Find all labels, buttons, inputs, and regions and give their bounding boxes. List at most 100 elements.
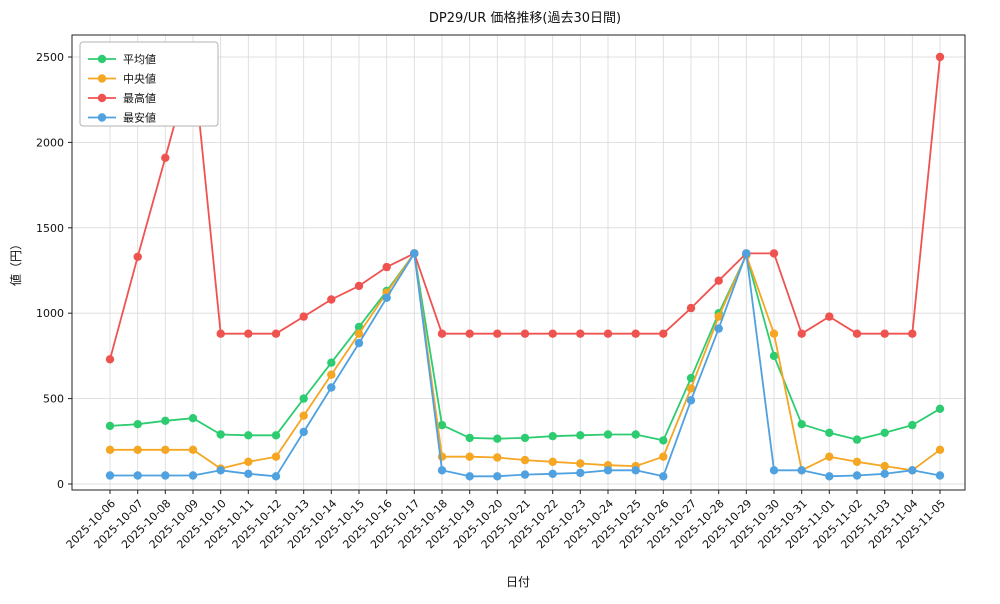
data-point-max	[659, 329, 668, 338]
data-point-average	[880, 428, 889, 437]
data-point-average	[161, 416, 170, 425]
data-point-median	[659, 452, 668, 461]
data-point-max	[714, 276, 723, 285]
data-point-min	[797, 466, 806, 475]
data-point-min	[742, 249, 751, 258]
data-point-min	[686, 396, 696, 405]
data-point-min	[133, 471, 142, 480]
data-point-max	[299, 312, 308, 321]
data-point-median	[825, 452, 834, 461]
data-point-median	[852, 457, 862, 466]
y-axis-label: 値（円）	[8, 238, 23, 286]
data-point-min	[852, 471, 862, 480]
data-point-min	[216, 466, 225, 475]
data-point-min	[354, 338, 364, 348]
data-point-max	[908, 329, 917, 338]
data-point-max	[852, 329, 862, 338]
data-point-median	[354, 329, 364, 338]
data-point-min	[908, 466, 917, 475]
data-point-max	[631, 329, 640, 338]
data-point-min	[659, 472, 668, 481]
legend-item-max: 最高値	[88, 91, 156, 105]
legend-marker-median	[97, 74, 107, 83]
data-point-min	[465, 472, 474, 481]
data-point-max	[244, 329, 253, 338]
data-point-max	[825, 312, 834, 321]
data-point-average	[133, 420, 142, 429]
legend-marker-min	[97, 113, 107, 122]
y-tick-label: 1500	[36, 222, 64, 235]
data-point-max	[271, 329, 281, 338]
data-point-median	[686, 384, 696, 393]
data-point-median	[493, 453, 502, 462]
data-point-min	[161, 471, 170, 480]
data-point-average	[908, 420, 917, 430]
data-point-max	[686, 303, 696, 313]
data-point-min	[520, 470, 530, 479]
chart-title: DP29/UR 価格推移(過去30日間)	[429, 10, 621, 26]
legend-item-average: 平均値	[88, 53, 156, 66]
data-point-max	[603, 329, 613, 338]
legend-item-min: 最安値	[88, 111, 156, 125]
data-point-min	[603, 466, 613, 475]
data-point-average	[465, 433, 474, 443]
data-point-average	[105, 421, 115, 431]
x-axis-label: 日付	[506, 575, 530, 589]
data-point-average	[244, 431, 253, 440]
data-point-max	[161, 153, 170, 162]
data-point-median	[520, 455, 530, 465]
data-point-min	[631, 466, 640, 475]
data-point-max	[382, 262, 391, 272]
data-point-average	[437, 420, 447, 430]
data-point-median	[299, 411, 308, 420]
data-point-max	[216, 329, 225, 338]
data-point-max	[797, 329, 806, 338]
data-point-max	[576, 329, 585, 338]
y-tick-label: 1000	[36, 307, 64, 320]
data-point-median	[769, 329, 779, 338]
data-point-max	[769, 249, 779, 258]
data-point-median	[465, 452, 474, 461]
data-point-min	[714, 324, 723, 333]
data-point-average	[852, 435, 862, 444]
data-point-min	[548, 469, 557, 478]
data-point-median	[244, 457, 253, 466]
data-point-average	[686, 373, 696, 383]
data-point-max	[437, 329, 447, 338]
data-point-median	[548, 457, 557, 466]
legend-label-max: 最高値	[123, 91, 156, 105]
y-tick-label: 2500	[36, 51, 64, 64]
y-tick-label: 0	[57, 478, 64, 491]
legend-marker-max	[97, 93, 107, 103]
data-point-max	[465, 329, 474, 338]
plot-border	[71, 34, 966, 491]
data-point-median	[714, 312, 723, 321]
data-point-max	[548, 329, 557, 338]
data-point-average	[797, 420, 806, 429]
data-point-max	[880, 329, 889, 338]
data-point-min	[825, 472, 834, 481]
y-tick-label: 2000	[36, 136, 64, 149]
x-tick-labels: 2025-10-062025-10-072025-10-082025-10-09…	[64, 497, 948, 551]
data-point-min	[576, 468, 585, 478]
data-point-median	[880, 461, 889, 471]
data-point-min	[437, 466, 447, 475]
axis-ticks	[68, 56, 941, 494]
legend-label-average: 平均値	[123, 53, 156, 66]
data-point-min	[769, 466, 779, 475]
data-point-min	[244, 469, 253, 478]
data-point-average	[576, 431, 585, 440]
legend-item-median: 中央値	[88, 73, 156, 86]
data-point-min	[299, 427, 308, 437]
data-point-average	[493, 434, 502, 443]
data-point-average	[769, 351, 779, 361]
data-point-median	[105, 445, 115, 454]
data-point-median	[935, 445, 945, 454]
y-tick-labels: 0 500 1000 1500 2000 2500	[36, 51, 64, 491]
legend-label-median: 中央値	[123, 73, 156, 86]
data-point-average	[631, 430, 640, 439]
data-point-min	[410, 249, 419, 258]
